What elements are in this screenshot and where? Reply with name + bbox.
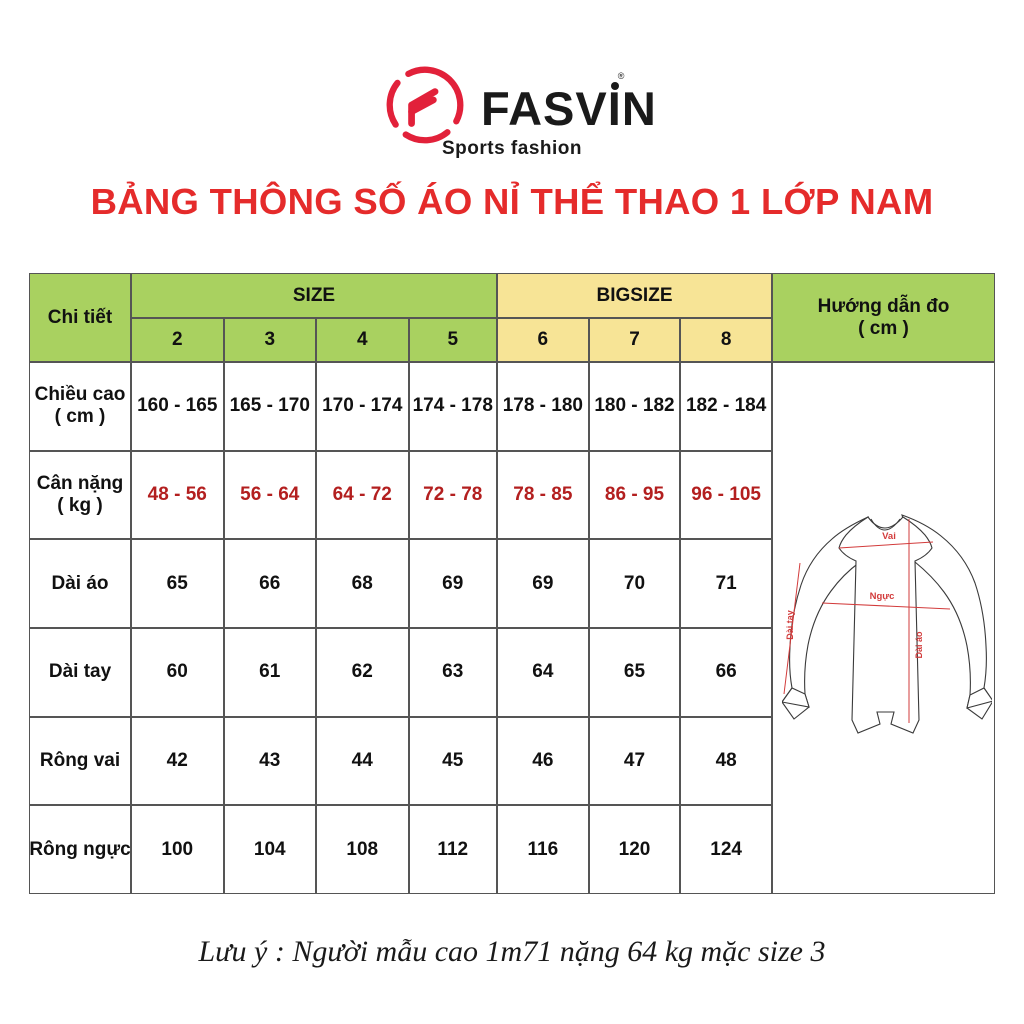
svg-text:Dài tay: Dài tay bbox=[785, 610, 795, 640]
svg-text:Ngực: Ngực bbox=[870, 591, 895, 602]
svg-text:Dài áo: Dài áo bbox=[914, 631, 924, 659]
svg-text:Vai: Vai bbox=[882, 531, 896, 542]
